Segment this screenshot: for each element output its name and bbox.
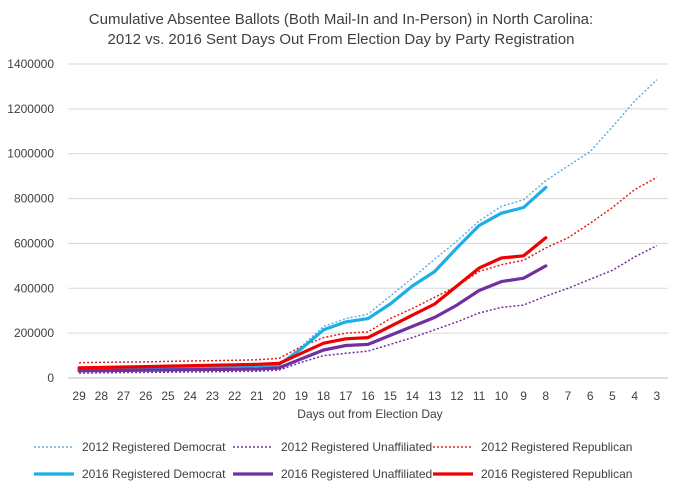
gridlines [68, 63, 668, 379]
x-tick-label: 14 [406, 389, 420, 403]
legend-item: 2012 Registered Democrat [34, 440, 226, 454]
x-tick-label: 4 [631, 389, 638, 403]
x-tick-label: 6 [587, 389, 594, 403]
x-tick-label: 11 [473, 389, 486, 403]
x-tick-label: 5 [609, 389, 616, 403]
x-tick-label: 18 [317, 389, 331, 403]
y-tick-label: 0 [47, 371, 54, 385]
x-tick-label: 3 [654, 389, 661, 403]
x-tick-label: 15 [384, 389, 398, 403]
series-line-5 [77, 264, 548, 373]
x-tick-label: 22 [228, 389, 242, 403]
x-tick-label: 24 [184, 389, 198, 403]
chart-title: Cumulative Absentee Ballots (Both Mail-I… [89, 11, 593, 48]
x-tick-label: 20 [272, 389, 286, 403]
legend-label: 2016 Registered Democrat [82, 467, 226, 481]
title-line-1: Cumulative Absentee Ballots (Both Mail-I… [89, 11, 593, 28]
x-tick-label: 19 [295, 389, 309, 403]
x-tick-label: 8 [542, 389, 549, 403]
legend: 2012 Registered Democrat 2012 Registered … [34, 440, 632, 481]
x-tick-label: 26 [139, 389, 153, 403]
legend-item: 2012 Registered Unaffiliated [233, 440, 432, 454]
x-tick-label: 12 [450, 389, 464, 403]
x-tick-label: 9 [520, 389, 527, 403]
legend-item: 2016 Registered Unaffiliated [233, 467, 432, 481]
series-lines [77, 79, 658, 374]
x-tick-label: 21 [250, 389, 264, 403]
series-line-1 [79, 79, 658, 373]
y-tick-label: 1000000 [7, 147, 54, 161]
y-tick-label: 1200000 [7, 102, 54, 116]
y-tick-label: 200000 [14, 326, 54, 340]
x-axis-label: Days out from Election Day [297, 407, 442, 421]
y-tick-label: 1400000 [7, 57, 54, 71]
legend-label: 2012 Registered Republican [481, 440, 632, 454]
legend-item: 2016 Registered Republican [433, 467, 632, 481]
x-axis-ticks: 29 28 27 26 25 24 23 22 21 20 19 18 17 16 15 14 13 12 11 10… [72, 389, 660, 403]
y-tick-label: 400000 [14, 281, 54, 295]
x-tick-label: 27 [117, 389, 131, 403]
x-tick-label: 16 [361, 389, 375, 403]
legend-label: 2012 Registered Unaffiliated [281, 440, 432, 454]
legend-label: 2016 Registered Unaffiliated [281, 467, 432, 481]
x-tick-label: 13 [428, 389, 442, 403]
series-line-6 [77, 236, 548, 370]
title-line-2: 2012 vs. 2016 Sent Days Out From Electio… [108, 31, 575, 48]
legend-label: 2016 Registered Republican [481, 467, 632, 481]
legend-item: 2016 Registered Democrat [34, 467, 226, 481]
x-tick-label: 23 [206, 389, 220, 403]
series-line-2 [79, 245, 658, 374]
series-line-3 [79, 176, 658, 364]
x-tick-label: 7 [565, 389, 572, 403]
x-tick-label: 29 [72, 389, 86, 403]
x-tick-label: 10 [495, 389, 509, 403]
y-tick-label: 800000 [14, 192, 54, 206]
x-tick-label: 25 [161, 389, 175, 403]
legend-item: 2012 Registered Republican [433, 440, 632, 454]
y-tick-label: 600000 [14, 236, 54, 250]
y-axis-ticks: 0 200000 400000 600000 800000 1000000 1200000 1… [7, 57, 54, 385]
x-tick-label: 28 [95, 389, 109, 403]
legend-label: 2012 Registered Democrat [82, 440, 226, 454]
x-tick-label: 17 [339, 389, 353, 403]
